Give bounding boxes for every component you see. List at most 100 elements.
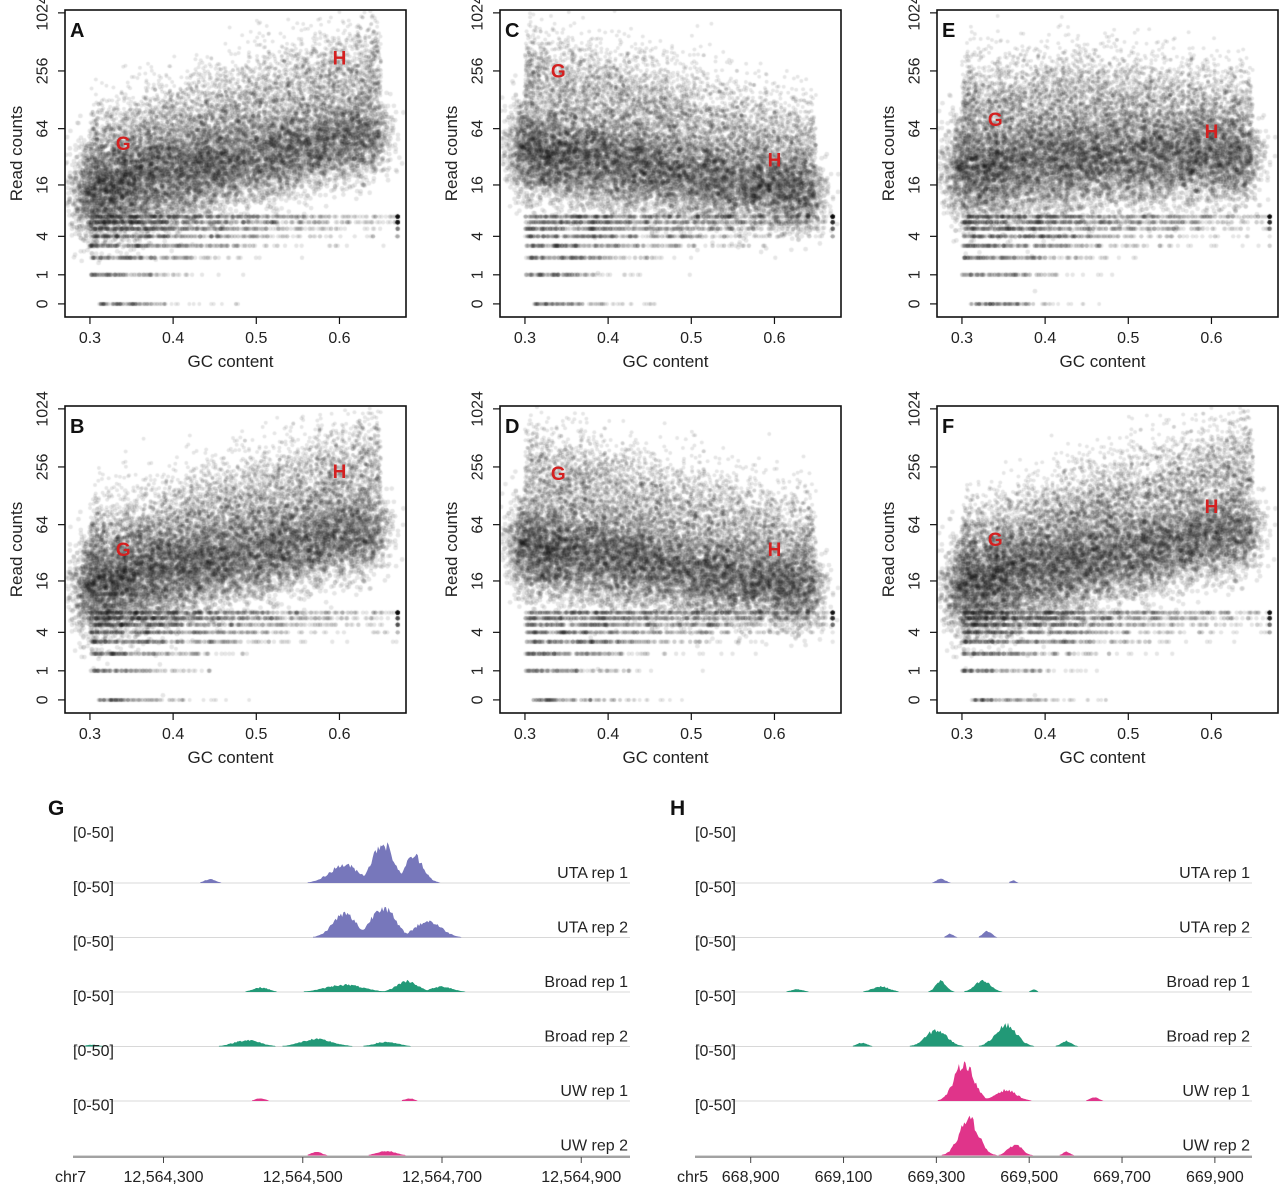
track-signal	[252, 1098, 418, 1101]
track-range-label: [0-50]	[73, 825, 114, 842]
plot-frame	[499, 405, 842, 714]
y-axis-label: Read counts	[7, 502, 26, 597]
scatter-panel-f: 0.3 0.4 0.5 0.6 0 1 4 16 64 256 1024 GC content Read…	[879, 391, 1279, 767]
track-range-label: [0-50]	[73, 1098, 114, 1115]
chromosome-label: chr7	[55, 1169, 86, 1186]
plot-frame	[936, 405, 1279, 714]
y-tick-label: 0	[35, 299, 52, 308]
plot-frame	[499, 9, 842, 318]
scatter-points-b	[65, 406, 406, 713]
y-tick-label: 64	[35, 516, 52, 534]
x-tick-label: 0.6	[328, 726, 350, 743]
track-signal	[83, 1038, 412, 1047]
x-tick-label: 0.6	[1200, 726, 1222, 743]
coordinate-tick-label: 12,564,900	[541, 1169, 621, 1186]
scatter-points-c	[500, 10, 841, 317]
y-tick-label: 16	[907, 572, 924, 590]
annotation-g: G	[988, 110, 1003, 131]
y-tick-label: 64	[907, 516, 924, 534]
y-axis-label: Read counts	[879, 106, 898, 201]
panel-letter: D	[505, 416, 519, 438]
coordinate-tick-label: 668,900	[722, 1169, 780, 1186]
track-signal	[937, 1061, 1104, 1101]
track-signal	[307, 1151, 406, 1156]
y-tick-label: 4	[907, 232, 924, 241]
x-tick-label: 0.6	[763, 726, 785, 743]
coordinate-tick-label: 669,900	[1186, 1169, 1244, 1186]
y-tick-label: 0	[35, 695, 52, 704]
x-tick-label: 0.4	[1034, 330, 1056, 347]
track-range-label: [0-50]	[695, 1098, 736, 1115]
track-range-label: [0-50]	[695, 989, 736, 1006]
x-axis-label: GC content	[1060, 748, 1146, 767]
y-tick-label: 1	[35, 270, 52, 279]
scatter-points-e	[937, 10, 1278, 317]
x-axis-label: GC content	[1060, 352, 1146, 371]
track-range-label: [0-50]	[695, 1043, 736, 1060]
track-signal	[941, 1115, 1075, 1156]
x-tick-label: 0.5	[1117, 330, 1139, 347]
x-tick-label: 0.3	[79, 330, 101, 347]
y-tick-label: 256	[35, 58, 52, 85]
track-range-label: [0-50]	[695, 825, 736, 842]
panel-letter: A	[70, 20, 84, 42]
track-range-label: [0-50]	[73, 880, 114, 897]
y-tick-label: 16	[35, 176, 52, 194]
y-tick-label: 64	[470, 120, 487, 138]
track-name-label: Broad rep 1	[544, 974, 628, 991]
panel-letter: H	[670, 797, 685, 820]
x-tick-label: 0.6	[328, 330, 350, 347]
track-range-label: [0-50]	[73, 1043, 114, 1060]
annotation-h: H	[333, 49, 347, 70]
annotation-h: H	[333, 462, 347, 483]
x-tick-label: 0.3	[514, 726, 536, 743]
x-tick-label: 0.5	[1117, 726, 1139, 743]
x-tick-label: 0.4	[597, 330, 619, 347]
y-axis-label: Read counts	[7, 106, 26, 201]
y-tick-label: 4	[35, 232, 52, 241]
annotation-g: G	[988, 530, 1003, 551]
x-axis-label: GC content	[188, 352, 274, 371]
y-tick-label: 64	[907, 120, 924, 138]
track-signal	[200, 842, 441, 883]
x-tick-label: 0.5	[245, 330, 267, 347]
x-tick-label: 0.5	[245, 726, 267, 743]
y-tick-label: 1024	[907, 0, 924, 31]
x-tick-label: 0.4	[597, 726, 619, 743]
track-name-label: UTA rep 1	[557, 865, 628, 882]
track-name-label: Broad rep 2	[1166, 1029, 1250, 1046]
y-tick-label: 256	[907, 58, 924, 85]
annotation-h: H	[1205, 497, 1219, 518]
y-tick-label: 16	[470, 176, 487, 194]
coordinate-tick-label: 12,564,500	[263, 1169, 343, 1186]
y-tick-label: 16	[470, 572, 487, 590]
y-tick-label: 256	[907, 454, 924, 481]
track-name-label: UW rep 1	[1182, 1083, 1250, 1100]
y-tick-label: 1	[907, 666, 924, 675]
track-name-label: Broad rep 2	[544, 1029, 628, 1046]
x-axis-label: GC content	[623, 352, 709, 371]
scatter-points-d	[500, 406, 841, 713]
x-tick-label: 0.4	[1034, 726, 1056, 743]
track-range-label: [0-50]	[695, 934, 736, 951]
coordinate-tick-label: 669,500	[1000, 1169, 1058, 1186]
y-tick-label: 0	[470, 695, 487, 704]
x-tick-label: 0.6	[763, 330, 785, 347]
y-tick-label: 64	[35, 120, 52, 138]
scatter-panel-b: 0.3 0.4 0.5 0.6 0 1 4 16 64 256 1024 GC content Read…	[7, 391, 407, 767]
y-tick-label: 16	[907, 176, 924, 194]
y-tick-label: 4	[470, 232, 487, 241]
y-tick-label: 4	[907, 628, 924, 637]
track-range-label: [0-50]	[695, 880, 736, 897]
y-tick-label: 256	[470, 58, 487, 85]
y-axis-label: Read counts	[442, 106, 461, 201]
x-tick-label: 0.3	[514, 330, 536, 347]
panel-letter: B	[70, 416, 84, 438]
track-range-label: [0-50]	[73, 934, 114, 951]
track-name-label: Broad rep 1	[1166, 974, 1250, 991]
coordinate-tick-label: 669,700	[1093, 1169, 1151, 1186]
x-tick-label: 0.5	[680, 726, 702, 743]
track-signal	[245, 979, 466, 992]
x-axis-label: GC content	[188, 748, 274, 767]
x-tick-label: 0.5	[680, 330, 702, 347]
